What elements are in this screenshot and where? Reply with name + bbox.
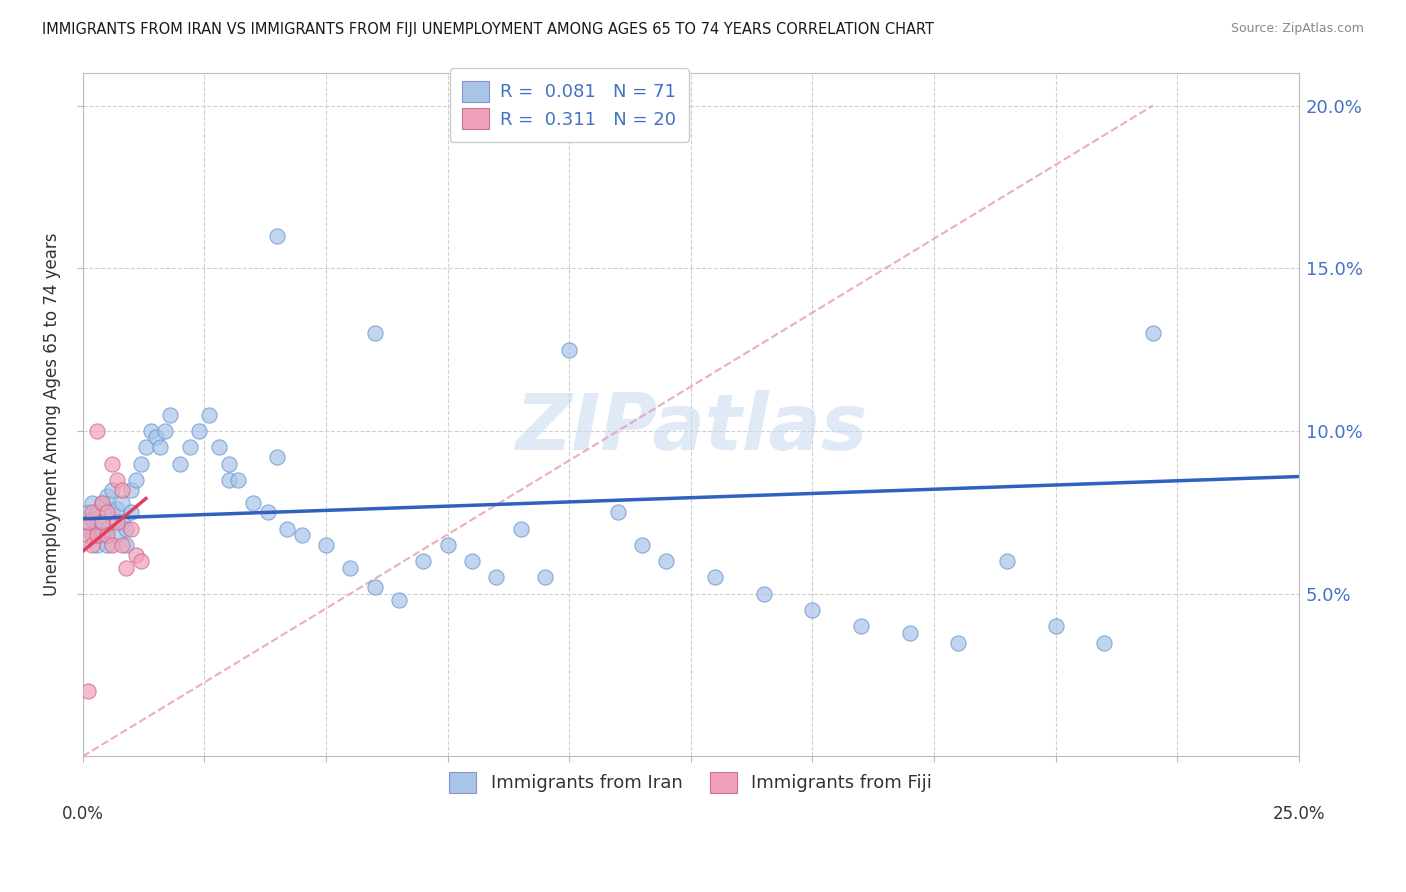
Point	[129, 457, 152, 471]
Point	[101, 538, 124, 552]
Point	[101, 483, 124, 497]
Point	[849, 619, 872, 633]
Point	[82, 538, 104, 552]
Point	[149, 440, 172, 454]
Point	[995, 554, 1018, 568]
Point	[218, 457, 240, 471]
Point	[86, 538, 108, 552]
Point	[82, 528, 104, 542]
Point	[101, 505, 124, 519]
Point	[76, 528, 98, 542]
Point	[509, 522, 531, 536]
Point	[86, 505, 108, 519]
Point	[1142, 326, 1164, 341]
Point	[110, 515, 132, 529]
Point	[105, 528, 128, 542]
Point	[388, 593, 411, 607]
Point	[82, 495, 104, 509]
Point	[655, 554, 678, 568]
Point	[101, 457, 124, 471]
Point	[256, 505, 278, 519]
Point	[96, 489, 118, 503]
Y-axis label: Unemployment Among Ages 65 to 74 years: Unemployment Among Ages 65 to 74 years	[44, 233, 60, 597]
Point	[1045, 619, 1067, 633]
Point	[558, 343, 581, 357]
Point	[96, 528, 118, 542]
Point	[139, 424, 162, 438]
Point	[315, 538, 337, 552]
Point	[198, 408, 221, 422]
Point	[485, 570, 508, 584]
Point	[86, 424, 108, 438]
Point	[159, 408, 181, 422]
Point	[105, 502, 128, 516]
Point	[948, 635, 970, 649]
Point	[290, 528, 312, 542]
Point	[436, 538, 458, 552]
Point	[115, 538, 138, 552]
Point	[339, 560, 361, 574]
Point	[461, 554, 484, 568]
Point	[105, 515, 128, 529]
Text: IMMIGRANTS FROM IRAN VS IMMIGRANTS FROM FIJI UNEMPLOYMENT AMONG AGES 65 TO 74 YE: IMMIGRANTS FROM IRAN VS IMMIGRANTS FROM …	[42, 22, 934, 37]
Point	[266, 450, 288, 464]
Point	[115, 522, 138, 536]
Text: Source: ZipAtlas.com: Source: ZipAtlas.com	[1230, 22, 1364, 36]
Point	[169, 457, 191, 471]
Point	[155, 424, 177, 438]
Point	[76, 522, 98, 536]
Point	[125, 473, 148, 487]
Point	[82, 512, 104, 526]
Point	[91, 515, 114, 529]
Point	[91, 495, 114, 509]
Point	[363, 326, 385, 341]
Point	[96, 522, 118, 536]
Legend: Immigrants from Iran, Immigrants from Fiji: Immigrants from Iran, Immigrants from Fi…	[437, 759, 945, 805]
Point	[412, 554, 434, 568]
Point	[898, 625, 921, 640]
Point	[145, 430, 167, 444]
Point	[96, 505, 118, 519]
Point	[218, 473, 240, 487]
Point	[76, 515, 98, 529]
Point	[105, 473, 128, 487]
Point	[363, 580, 385, 594]
Point	[76, 684, 98, 698]
Point	[631, 538, 654, 552]
Text: ZIPatlas: ZIPatlas	[515, 391, 868, 467]
Point	[266, 228, 288, 243]
Point	[208, 440, 231, 454]
Point	[606, 505, 628, 519]
Point	[135, 440, 157, 454]
Point	[704, 570, 727, 584]
Point	[110, 495, 132, 509]
Text: 0.0%: 0.0%	[62, 805, 104, 823]
Point	[801, 603, 824, 617]
Point	[110, 538, 132, 552]
Point	[1092, 635, 1115, 649]
Point	[76, 505, 98, 519]
Point	[120, 522, 142, 536]
Point	[534, 570, 557, 584]
Text: 25.0%: 25.0%	[1272, 805, 1326, 823]
Point	[115, 560, 138, 574]
Point	[120, 505, 142, 519]
Point	[91, 515, 114, 529]
Point	[96, 538, 118, 552]
Point	[120, 483, 142, 497]
Point	[86, 522, 108, 536]
Point	[188, 424, 211, 438]
Point	[228, 473, 250, 487]
Point	[125, 548, 148, 562]
Point	[82, 505, 104, 519]
Point	[86, 528, 108, 542]
Point	[242, 495, 264, 509]
Point	[129, 554, 152, 568]
Point	[179, 440, 201, 454]
Point	[752, 587, 775, 601]
Point	[91, 528, 114, 542]
Point	[110, 483, 132, 497]
Point	[91, 495, 114, 509]
Point	[276, 522, 298, 536]
